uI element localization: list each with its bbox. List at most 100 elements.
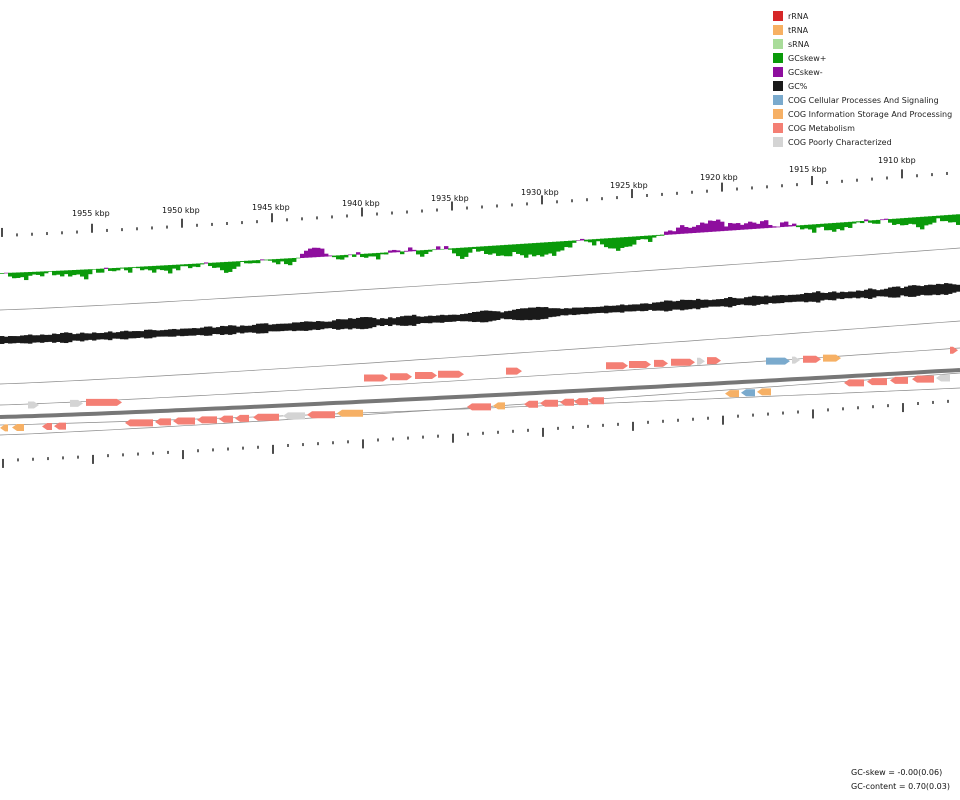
gcskew-negative-bar: [864, 219, 869, 222]
gcskew-positive-bar: [632, 236, 637, 245]
gcskew-positive-bar: [840, 222, 845, 231]
gcskew-positive-bar: [896, 218, 901, 225]
gcskew-positive-bar: [400, 251, 405, 255]
gc-content-bar: [780, 295, 785, 304]
gc-content-bar: [888, 287, 893, 298]
gcskew-positive-bar: [472, 246, 477, 249]
gcskew-positive-bar: [504, 244, 509, 257]
gc-content-bar: [492, 311, 497, 321]
gcskew-positive-bar: [924, 216, 929, 226]
gcskew-positive-bar: [352, 254, 357, 257]
gc-content-bar: [564, 308, 569, 316]
gc-content-bar: [528, 307, 533, 321]
gene-features: [0, 346, 958, 432]
gc-content-bar: [52, 333, 57, 343]
gcskew-positive-bar: [584, 239, 589, 242]
gcskew-negative-bar: [780, 222, 785, 228]
gc-content-bar: [632, 304, 637, 312]
gc-content-bar: [304, 321, 309, 331]
gcskew-positive-bar: [900, 218, 905, 226]
gene-arrow: [912, 375, 934, 383]
legend-item-cog-cellular: COG Cellular Processes And Signaling: [773, 93, 952, 107]
gcskew-positive-bar: [184, 264, 189, 267]
legend-swatch: [773, 123, 783, 133]
gcskew-positive-bar: [908, 217, 913, 224]
gcskew-negative-bar: [688, 227, 693, 234]
gcskew-positive-bar: [452, 248, 457, 254]
gc-content-bar: [200, 327, 205, 336]
gc-content-bar: [272, 324, 277, 332]
gcskew-positive-bar: [948, 214, 953, 223]
gcskew-positive-bar: [940, 215, 945, 222]
gcskew-positive-bar: [332, 255, 337, 258]
gene-arrow: [438, 370, 464, 378]
gc-content-bar: [236, 326, 241, 333]
legend: rRNA tRNA sRNA GCskew+ GCskew- GC% COG C…: [773, 9, 952, 149]
gc-content-bar: [636, 304, 641, 311]
gc-content-bar: [84, 333, 89, 341]
gc-content-bar: [336, 319, 341, 330]
gcskew-positive-bar: [252, 260, 257, 264]
gc-content-bar: [924, 285, 929, 296]
legend-swatch: [773, 137, 783, 147]
gcskew-positive-bar: [228, 261, 233, 272]
gc-content-bar: [416, 316, 421, 324]
gc-content-bar: [904, 286, 909, 297]
gc-content-bar: [352, 318, 357, 329]
gcskew-positive-bar: [916, 217, 921, 228]
gcskew-positive-bar: [628, 236, 633, 247]
gcskew-negative-bar: [404, 250, 409, 252]
gc-content-bar: [956, 284, 960, 292]
gcskew-positive-bar: [128, 267, 133, 273]
gcskew-negative-bar: [260, 259, 265, 261]
gc-content-bar: [688, 299, 693, 310]
gcskew-negative-bar: [392, 249, 397, 253]
gc-content-bar: [932, 284, 937, 295]
gc-content-bar: [736, 298, 741, 305]
gcskew-positive-bar: [476, 246, 481, 252]
genome-stats: GC-skew = -0.00(0.06) GC-content = 0.70(…: [851, 766, 950, 794]
gcskew-positive-bar: [860, 221, 865, 224]
gcskew-positive-bar: [68, 270, 73, 277]
gc-content-bar: [324, 321, 329, 329]
gcskew-positive-bar: [592, 239, 597, 246]
gc-content-bar: [40, 334, 45, 343]
gcskew-positive-bar: [652, 235, 657, 238]
gcskew-positive-bar: [224, 261, 229, 273]
gc-content-bar: [204, 326, 209, 336]
gc-content-bar: [404, 315, 409, 326]
scale-label-1930: 1930 kbp: [521, 188, 559, 197]
gc-content-bar: [332, 320, 337, 329]
gcskew-positive-bar: [820, 223, 825, 227]
gene-arrow: [890, 376, 908, 384]
gc-content-bar: [20, 335, 25, 344]
gcskew-negative-bar: [664, 231, 669, 235]
gc-content-bar: [176, 329, 181, 336]
gcskew-positive-bar: [196, 263, 201, 268]
genome-backbone: [0, 368, 960, 419]
gcskew-positive-bar: [376, 252, 381, 260]
gcskew-negative-bar: [752, 222, 757, 229]
legend-swatch: [773, 11, 783, 21]
gcskew-positive-bar: [516, 244, 521, 254]
gc-content-bar: [824, 292, 829, 300]
gcskew-negative-bar: [672, 231, 677, 235]
gcskew-negative-bar: [580, 238, 585, 241]
gcskew-positive-bar: [624, 237, 629, 247]
gc-content-bar: [576, 307, 581, 315]
gene-arrow: [219, 415, 233, 423]
gc-content-bar: [748, 296, 753, 306]
gcskew-positive-bar: [956, 214, 960, 225]
gc-content-track: [0, 283, 960, 344]
gene-arrow: [867, 378, 887, 386]
gcskew-positive-bar: [16, 272, 21, 278]
gc-content-bar: [312, 321, 317, 330]
gc-content-bar: [252, 324, 257, 333]
gc-content-bar: [108, 331, 113, 341]
gcskew-positive-bar: [188, 263, 193, 269]
gc-content-bar: [872, 289, 877, 298]
gc-content-bar: [532, 307, 537, 320]
legend-swatch: [773, 81, 783, 91]
gene-arrow: [86, 398, 122, 406]
gcskew-positive-bar: [264, 259, 269, 261]
